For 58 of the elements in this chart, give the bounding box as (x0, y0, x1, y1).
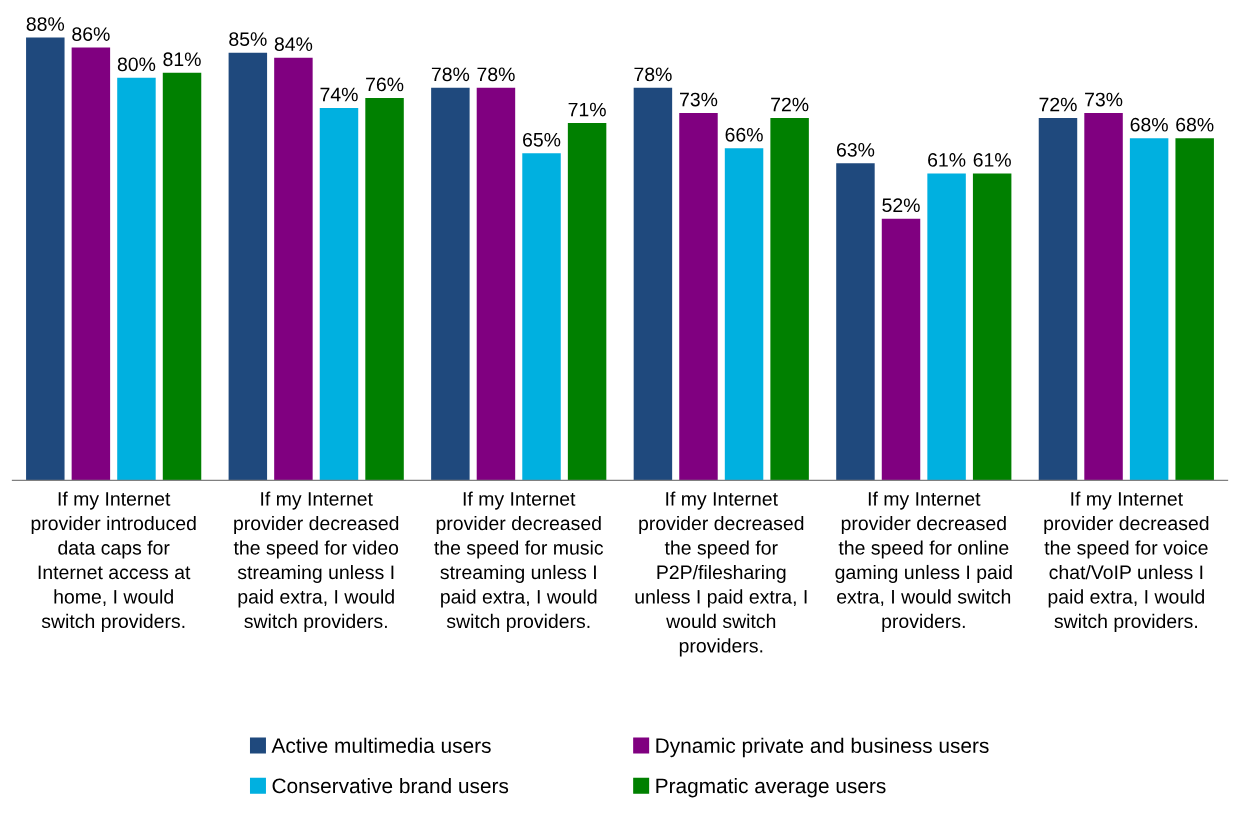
bar (1175, 138, 1214, 481)
bar (522, 153, 561, 481)
data-label: 73% (1085, 92, 1123, 107)
data-label: 76% (366, 77, 404, 92)
bar (724, 148, 764, 481)
x-tick-label: If my Internet provider decreased the speed for voice chat/VoIP unless I paid extra, I would switch providers. (1044, 491, 1209, 632)
data-label: 63% (836, 142, 875, 157)
x-tick-label: If my Internet provider introduced data caps for Internet access at home, I would switch providers. (31, 491, 196, 632)
bar (365, 97, 404, 481)
legend-label: Active multimedia users (271, 737, 491, 754)
bar (117, 77, 156, 481)
x-tick-label: If my Internet provider decreased the speed for music streaming unless I paid extra, I would switch providers. (434, 491, 604, 632)
x-tick-label: If my Internet provider decreased the speed for video streaming unless I paid extra, I would switch providers. (233, 491, 399, 632)
data-label: 88% (26, 17, 65, 31)
data-label: 85% (229, 32, 267, 47)
data-label: 72% (1039, 97, 1077, 112)
data-label: 61% (928, 153, 966, 167)
data-label: 78% (477, 67, 515, 82)
data-label: 71% (568, 102, 606, 117)
bar (1084, 113, 1123, 481)
data-label: 74% (320, 87, 358, 102)
x-tick-label: If my Internet provider decreased the speed for online gaming unless I paid extra, I would switch providers. (835, 491, 1012, 632)
data-label: 86% (72, 27, 110, 41)
data-label: 61% (973, 153, 1011, 167)
bar (162, 72, 202, 481)
bar (1038, 118, 1078, 481)
bar (972, 173, 1012, 481)
data-label: 78% (431, 67, 470, 82)
bar (836, 163, 875, 481)
data-label: 68% (1130, 117, 1168, 132)
bar (26, 37, 65, 481)
bar (679, 113, 718, 481)
bar (319, 107, 359, 481)
legend-label: Pragmatic average users (656, 777, 886, 798)
x-tick-label: If my Internet provider decreased the speed for P2P/filesharing unless I paid extra, I would switch providers. (635, 491, 807, 657)
bar (1129, 138, 1169, 481)
bar (770, 118, 809, 481)
data-label: 84% (274, 37, 313, 52)
data-label: 72% (771, 97, 809, 112)
bar (633, 87, 673, 481)
bar (431, 87, 470, 481)
data-label: 81% (163, 52, 201, 67)
bar (274, 57, 313, 481)
data-label: 80% (117, 57, 156, 72)
legend-label: Dynamic private and business users (656, 737, 989, 758)
bar (881, 218, 921, 481)
data-label: 68% (1176, 117, 1214, 132)
data-label: 65% (523, 132, 561, 147)
legend-label: Conservative brand users (272, 777, 509, 794)
data-label: 52% (882, 198, 920, 213)
bar (71, 47, 111, 481)
bar (476, 87, 516, 481)
bar (228, 52, 268, 481)
data-label: 78% (634, 67, 672, 82)
data-label: 73% (680, 92, 718, 107)
bar (567, 123, 607, 481)
bar (927, 173, 966, 481)
data-label: 66% (725, 127, 763, 142)
